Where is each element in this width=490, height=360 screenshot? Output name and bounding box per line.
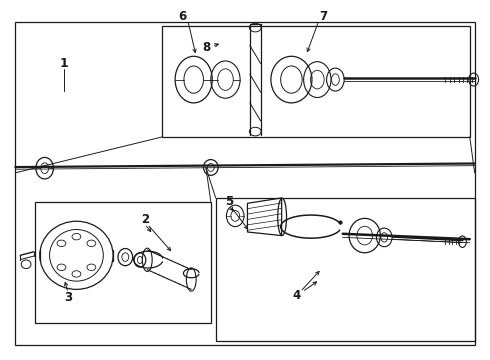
Text: 4: 4 xyxy=(292,289,300,302)
Text: 1: 1 xyxy=(60,57,69,70)
Text: 6: 6 xyxy=(178,10,187,23)
Text: 7: 7 xyxy=(319,10,327,23)
Text: 5: 5 xyxy=(225,195,234,208)
Bar xyxy=(216,198,475,341)
Text: 8: 8 xyxy=(202,41,210,54)
Text: 3: 3 xyxy=(64,291,72,304)
Bar xyxy=(162,26,470,137)
Bar xyxy=(35,202,211,323)
Text: 2: 2 xyxy=(141,213,149,226)
